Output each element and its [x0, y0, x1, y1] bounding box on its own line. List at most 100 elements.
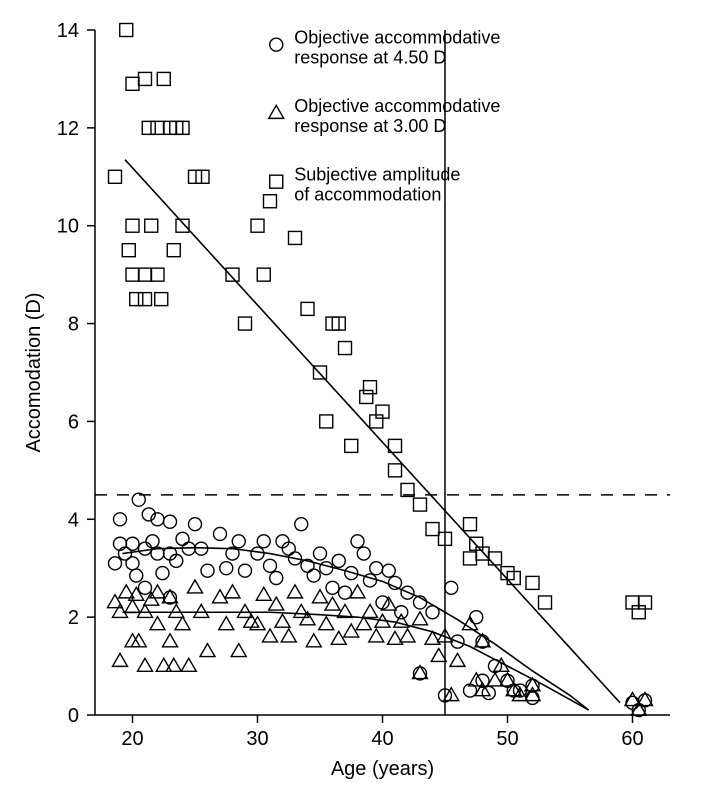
x-tick-label: 60 [621, 728, 643, 750]
point-circle [126, 537, 139, 550]
y-tick-label: 4 [68, 509, 79, 531]
point-circle [146, 535, 159, 548]
point-square [257, 268, 270, 281]
point-circle [139, 542, 152, 555]
point-circle [257, 535, 270, 548]
point-triangle [350, 585, 365, 598]
point-triangle [150, 617, 165, 630]
point-square [142, 121, 155, 134]
x-tick-label: 20 [121, 728, 143, 750]
point-circle [395, 606, 408, 619]
point-circle [189, 518, 202, 531]
y-tick-label: 12 [57, 118, 79, 140]
x-tick-label: 40 [371, 728, 393, 750]
point-square [109, 170, 122, 183]
point-circle [382, 564, 395, 577]
legend-square-icon [270, 175, 283, 188]
chart-svg: 024681012142030405060Age (years)Accomoda… [0, 0, 702, 801]
point-square [126, 268, 139, 281]
point-circle [132, 493, 145, 506]
point-square [360, 390, 373, 403]
point-square [167, 244, 180, 257]
point-circle [232, 535, 245, 548]
point-circle [351, 535, 364, 548]
legend-label: of accommodation [294, 185, 441, 205]
point-triangle [113, 653, 128, 666]
point-triangle [188, 580, 203, 593]
point-circle [320, 562, 333, 575]
point-triangle [175, 617, 190, 630]
point-triangle [166, 658, 181, 671]
legend-label: response at 4.50 D [294, 48, 446, 68]
point-triangle [231, 644, 246, 657]
point-triangle [413, 612, 428, 625]
point-square [151, 121, 164, 134]
point-square [120, 24, 133, 37]
x-axis-label: Age (years) [331, 758, 434, 780]
point-square [264, 195, 277, 208]
legend-label: Subjective amplitude [294, 165, 460, 185]
point-circle [370, 562, 383, 575]
point-triangle [325, 597, 340, 610]
point-triangle [288, 585, 303, 598]
point-circle [164, 515, 177, 528]
point-triangle [450, 653, 465, 666]
point-circle [470, 611, 483, 624]
point-square [151, 268, 164, 281]
point-triangle [263, 629, 278, 642]
point-circle [357, 547, 370, 560]
point-circle [214, 527, 227, 540]
point-square [414, 498, 427, 511]
y-axis-label: Accomodation (D) [23, 292, 45, 452]
point-square [339, 342, 352, 355]
point-square [345, 439, 358, 452]
point-square [122, 244, 135, 257]
point-square [196, 170, 209, 183]
point-triangle [138, 658, 153, 671]
point-circle [426, 606, 439, 619]
y-tick-label: 0 [68, 705, 79, 727]
point-circle [130, 569, 143, 582]
point-circle [176, 532, 189, 545]
accommodation-scatter-chart: 024681012142030405060Age (years)Accomoda… [0, 0, 702, 801]
point-square [526, 576, 539, 589]
y-tick-label: 2 [68, 607, 79, 629]
point-triangle [306, 634, 321, 647]
point-square [145, 219, 158, 232]
point-square [426, 523, 439, 536]
point-circle [332, 554, 345, 567]
point-triangle [369, 629, 384, 642]
point-square [189, 170, 202, 183]
point-circle [270, 572, 283, 585]
point-triangle [344, 624, 359, 637]
legend-triangle-icon [269, 105, 284, 118]
point-circle [156, 567, 169, 580]
point-circle [526, 691, 539, 704]
point-circle [126, 557, 139, 570]
point-circle [251, 547, 264, 560]
point-square [176, 219, 189, 232]
point-square [226, 268, 239, 281]
y-tick-label: 14 [57, 20, 79, 42]
point-triangle [169, 604, 184, 617]
point-circle [295, 518, 308, 531]
point-square [157, 72, 170, 85]
point-square [130, 293, 143, 306]
point-square [155, 293, 168, 306]
point-triangle [488, 673, 503, 686]
point-circle [307, 569, 320, 582]
point-circle [314, 547, 327, 560]
regression-line [125, 160, 620, 703]
point-square [139, 72, 152, 85]
point-square [539, 596, 552, 609]
point-circle [364, 574, 377, 587]
point-square [489, 552, 502, 565]
point-triangle [225, 585, 240, 598]
point-square [301, 302, 314, 315]
point-triangle [313, 590, 328, 603]
point-triangle [363, 604, 378, 617]
point-square [464, 518, 477, 531]
point-circle [114, 537, 127, 550]
point-circle [264, 559, 277, 572]
point-circle [201, 564, 214, 577]
